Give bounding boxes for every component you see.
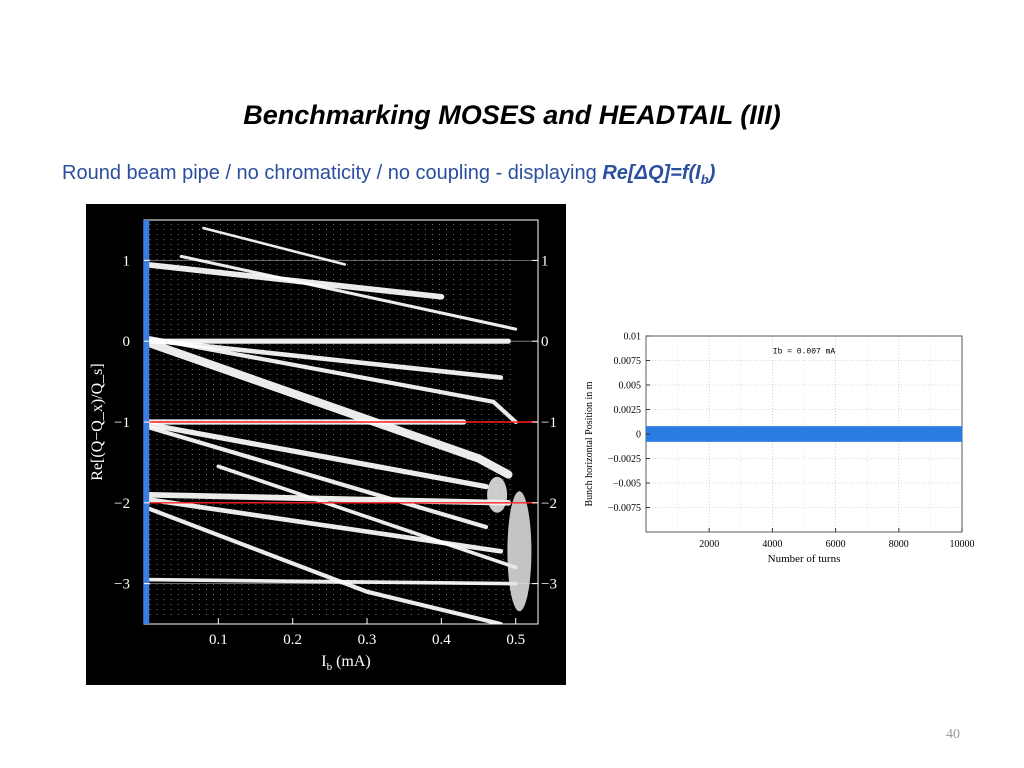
y-tick-label: −0.005 xyxy=(613,479,641,490)
x-tick-label: 0.5 xyxy=(506,632,525,648)
y-tick-label: −1 xyxy=(114,415,130,431)
mode-line-1 xyxy=(144,337,513,479)
mode-line-3 xyxy=(144,337,504,380)
mode-blob xyxy=(487,476,508,513)
x-tick-label: 2000 xyxy=(699,539,719,550)
x-tick-label: 0.2 xyxy=(283,632,302,648)
mode-group xyxy=(144,224,532,624)
y-tick-label: 0.01 xyxy=(624,332,642,343)
x-tick-label: 10000 xyxy=(950,539,975,550)
mode-line-14 xyxy=(144,577,518,586)
x-tick-label: 0.3 xyxy=(358,632,377,648)
y-axis-label: Bunch horizontal Position in m xyxy=(584,381,595,506)
y-tick-label-right: −3 xyxy=(541,577,557,593)
mode-blob xyxy=(507,491,532,612)
slide-title: Benchmarking MOSES and HEADTAIL (III) xyxy=(243,100,781,130)
tune-shift-svg: 1 1 0 0 −1 −1 −2 −2 −3 −3 0.1 0.2 0.3 0.4 0.5 Ib (mA) Re… xyxy=(89,219,557,673)
intensity-annotation: Ib = 0.007 mA xyxy=(773,348,836,357)
x-tick-label: 6000 xyxy=(826,539,846,550)
y-tick-label: −2 xyxy=(114,496,130,512)
x-axis-label: Number of turns xyxy=(768,553,841,565)
y-tick-label-right: −2 xyxy=(541,496,557,512)
mode-line-11 xyxy=(144,491,512,506)
y-tick-label: 0.0075 xyxy=(614,356,642,367)
mode-line-15 xyxy=(216,464,518,570)
y-tick-label: 0.0025 xyxy=(614,405,642,416)
page-number: 40 xyxy=(946,727,960,742)
x-tick-label: 8000 xyxy=(889,539,909,550)
y-tick-label-right: −1 xyxy=(541,415,557,431)
y-tick-label: −0.0025 xyxy=(608,454,641,465)
x-tick-label: 0.4 xyxy=(432,632,451,648)
position-trace xyxy=(646,426,962,442)
x-tick-label: 0.1 xyxy=(209,632,228,648)
mode-line-9 xyxy=(144,421,489,490)
bunch-position-svg: Ib = 0.007 mA 0.01 0.0075 0.005 0.0025 0 −0.00… xyxy=(584,332,975,566)
subtitle-text: Round beam pipe / no chromaticity / no c… xyxy=(62,162,603,184)
y-tick-label-right: 0 xyxy=(541,334,549,350)
y-tick-label: 0.005 xyxy=(619,381,642,392)
mode-line-13 xyxy=(144,504,503,624)
x-tick-label: 4000 xyxy=(762,539,782,550)
y-tick-label: 1 xyxy=(123,253,131,269)
y-tick-label: 0 xyxy=(636,430,641,441)
y-tick-label-right: 1 xyxy=(541,253,549,269)
x-axis-label: Ib (mA) xyxy=(321,653,370,673)
mode-line-4 xyxy=(144,335,518,425)
y-tick-label: −0.0075 xyxy=(608,503,641,514)
tune-shift-plot: 1 1 0 0 −1 −1 −2 −2 −3 −3 0.1 0.2 0.3 0.4 0.5 Ib (mA) Re… xyxy=(86,204,566,685)
mode-line-6 xyxy=(179,254,518,331)
bunch-position-plot: Ib = 0.007 mA 0.01 0.0075 0.005 0.0025 0 −0.00… xyxy=(578,326,988,576)
slide-subtitle: Round beam pipe / no chromaticity / no c… xyxy=(62,162,715,187)
mode-line-10 xyxy=(144,423,489,530)
y-axis-label: Re[(Q−Q_x)/Q_s] xyxy=(89,363,106,480)
mode-line-7 xyxy=(202,226,346,266)
subtitle-formula: Re[ΔQ]=f(Ib) xyxy=(602,162,716,187)
y-tick-label: 0 xyxy=(123,334,131,350)
y-tick-label: −3 xyxy=(114,577,130,593)
